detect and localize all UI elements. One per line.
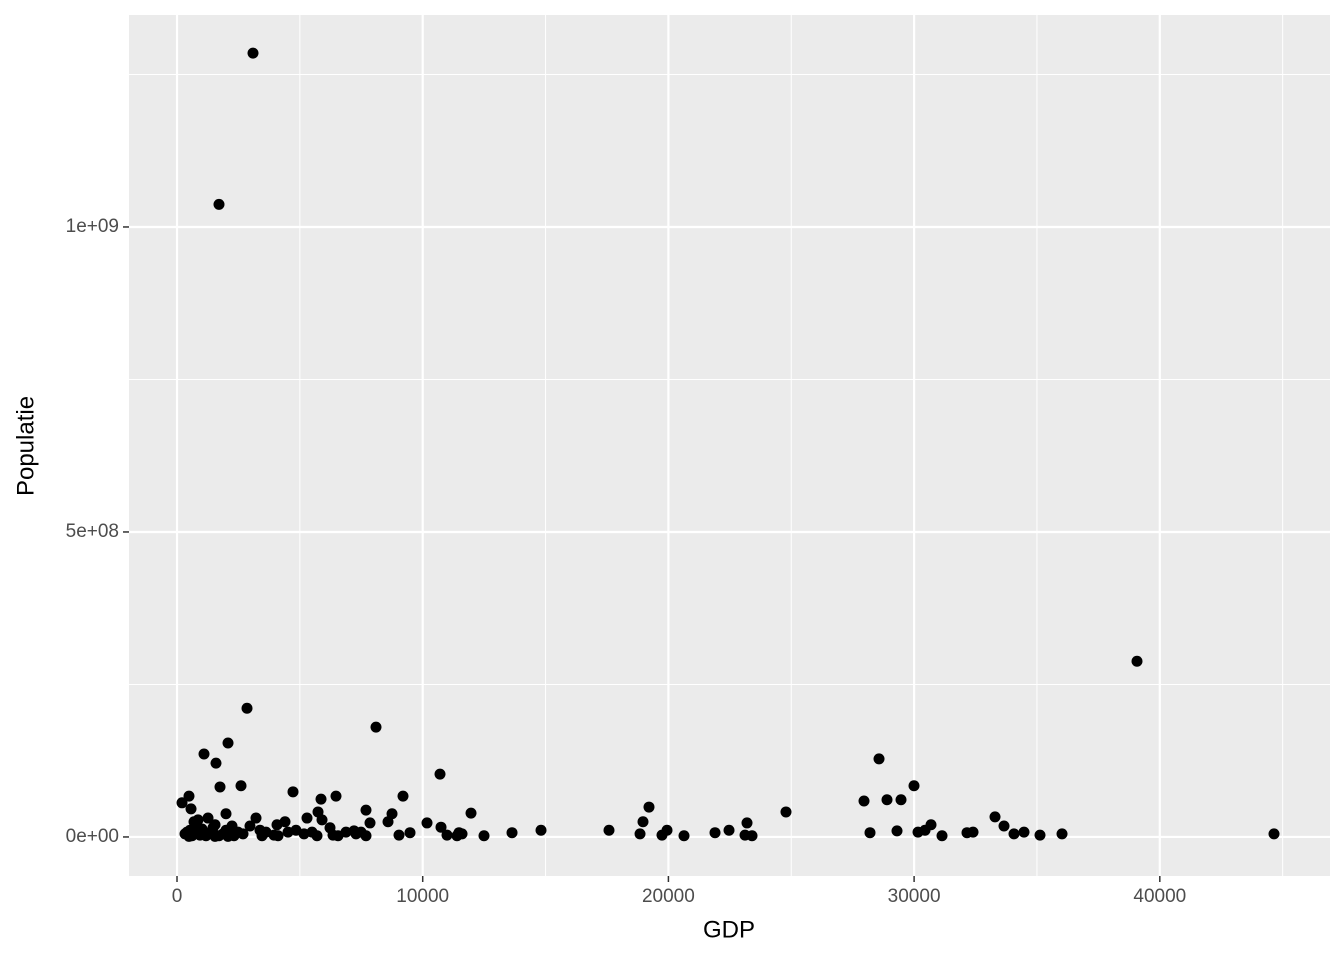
point [908,780,920,792]
point [360,804,372,816]
point [209,830,221,842]
point [185,803,197,815]
point [272,830,284,842]
point [404,827,416,839]
y-axis-title: Populatie [12,396,39,496]
point [316,814,328,826]
point [603,824,615,836]
point [1008,828,1020,840]
point [222,737,234,749]
point [678,830,690,842]
point [188,816,200,828]
point [210,757,222,769]
point [332,830,344,842]
point [912,826,924,838]
point [780,806,792,818]
point [393,829,405,841]
point [183,790,195,802]
point [183,830,195,842]
point [961,827,973,839]
point [858,795,870,807]
points [176,47,1280,842]
point [1056,828,1068,840]
point [634,828,646,840]
point [451,830,463,842]
point [350,828,362,840]
point [315,793,327,805]
point [244,820,256,832]
y-tick-label: 0e+00 [66,826,119,847]
point [435,821,447,833]
point [220,808,232,820]
point [370,721,382,733]
point [382,816,394,828]
point [465,807,477,819]
point [506,827,518,839]
point [194,825,206,837]
x-tick-label: 40000 [1133,886,1186,907]
point [723,824,735,836]
x-tick-label: 0 [172,886,183,907]
x-tick-label: 10000 [396,886,449,907]
point [998,820,1010,832]
point [287,786,299,798]
x-axis-title: GDP [703,916,755,943]
point [271,819,283,831]
point [643,801,655,813]
point [176,797,188,809]
point [989,811,1001,823]
x-tick-label: 30000 [888,886,941,907]
point [330,790,342,802]
point [213,198,225,210]
x-tick-label: 20000 [642,886,695,907]
point [364,817,376,829]
point [1034,829,1046,841]
point [891,825,903,837]
point [282,826,294,838]
point [656,829,668,841]
y-tick-label: 5e+08 [66,521,119,542]
point [1018,826,1030,838]
point [298,828,310,840]
point [739,829,751,841]
point [873,753,885,765]
point [637,816,649,828]
point [936,830,948,842]
point [222,830,234,842]
point [360,830,372,842]
point [301,812,313,824]
point [250,812,262,824]
point [741,817,753,829]
point [421,817,433,829]
point [237,828,249,840]
point [535,824,547,836]
point [247,47,259,59]
point [709,827,721,839]
point [207,822,219,834]
point [397,790,409,802]
point [214,781,226,793]
y-tick-label: 1e+09 [66,216,119,237]
point [202,812,214,824]
point [441,829,453,841]
point [235,780,247,792]
panel [129,15,1330,876]
point [434,768,446,780]
point [198,748,210,760]
point [864,827,876,839]
point [241,702,253,714]
point [1131,655,1143,667]
point [478,830,490,842]
point [311,830,323,842]
point [1268,828,1280,840]
point [895,794,907,806]
point [256,830,268,842]
point [881,794,893,806]
